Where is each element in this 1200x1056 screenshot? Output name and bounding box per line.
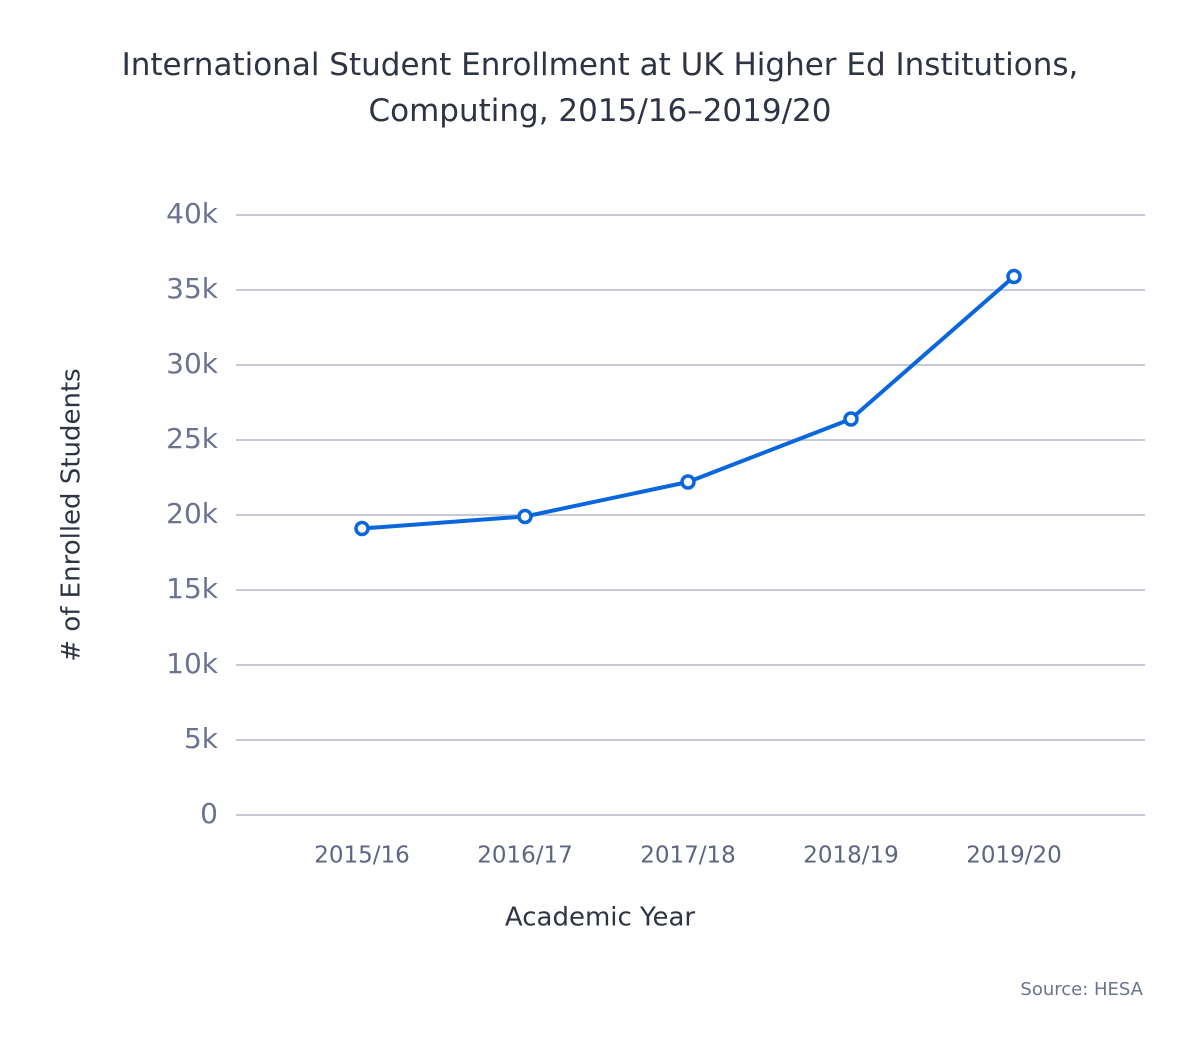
y-tick-label: 15k — [166, 572, 219, 605]
x-tick-label: 2016/17 — [477, 843, 573, 869]
y-tick-label: 40k — [166, 197, 219, 230]
chart-title: International Student Enrollment at UK H… — [121, 47, 1079, 129]
y-tick-label: 5k — [184, 722, 219, 755]
source: Source: HESA — [1020, 979, 1143, 1000]
y-tick-label: 35k — [166, 272, 219, 305]
x-tick-label: 2018/19 — [803, 843, 899, 869]
x-tick-label: 2017/18 — [640, 843, 736, 869]
point — [843, 411, 859, 427]
point — [354, 520, 370, 537]
y-tick-label: 25k — [166, 422, 219, 455]
x-axis-label: Academic Year — [505, 903, 696, 933]
y-tick-label: 30k — [166, 347, 219, 380]
x-tick-label: 2015/16 — [314, 843, 410, 869]
x-tick-label: 2019/20 — [966, 843, 1062, 869]
y-tick-label: 20k — [166, 497, 219, 530]
y-tick-label: 10k — [166, 647, 219, 680]
y-axis-label: # of Enrolled Students — [57, 368, 87, 661]
y-tick-label: 0 — [200, 797, 218, 830]
point — [680, 474, 696, 490]
line — [361, 274, 1016, 531]
point — [1006, 268, 1022, 285]
point — [517, 508, 533, 525]
